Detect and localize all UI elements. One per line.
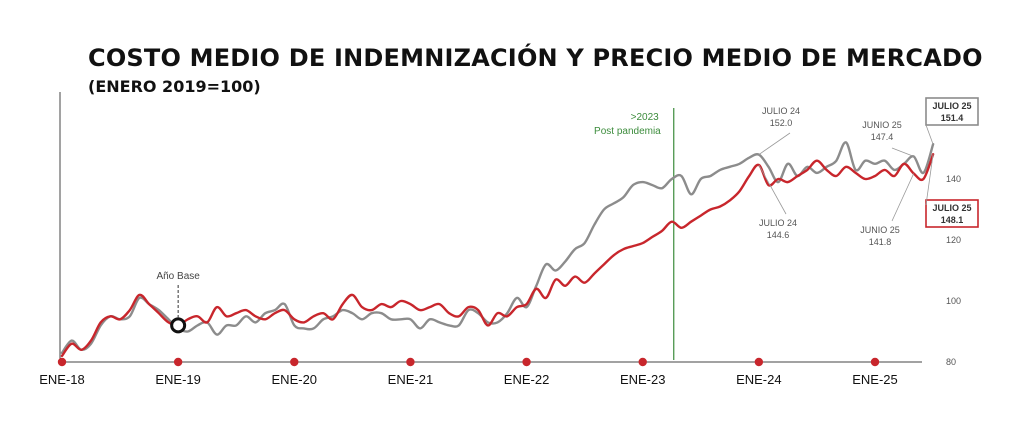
x-tick-dot — [870, 357, 880, 367]
end-label-leader — [925, 154, 934, 206]
end-label-box — [925, 199, 979, 228]
chart-series — [60, 141, 935, 358]
end-label-value: 151.4 — [941, 113, 964, 123]
base-point-label: Año Base — [156, 271, 200, 282]
x-tick-label: ENE-22 — [504, 372, 550, 387]
callout-leader — [891, 173, 915, 222]
callout-leader — [758, 164, 787, 215]
end-label-leader — [925, 124, 934, 145]
x-tick-label: ENE-19 — [155, 372, 201, 387]
end-label-box — [925, 97, 979, 126]
divider-label: Post pandemia — [594, 126, 661, 137]
x-tick-label: ENE-24 — [736, 372, 782, 387]
chart-annotations: Año Base JULIO 24 152.0 JUNIO 25 147.4 JULIO … — [156, 97, 979, 334]
callout-label: JULIO 24 — [759, 218, 797, 228]
callout-label: JUNIO 25 — [862, 120, 902, 130]
chart-subtitle: (ENERO 2019=100) — [88, 77, 261, 96]
x-tick-label: ENE-18 — [39, 372, 85, 387]
chart-axes: 80 100 120 140 ENE-18 ENE-19 ENE-20 ENE-21 ENE-2… — [39, 92, 961, 387]
y-tick-label: 140 — [946, 174, 961, 184]
callout-leader — [758, 132, 791, 155]
callout-value: 144.6 — [767, 230, 790, 240]
x-tick-dot — [173, 357, 183, 367]
callout-label: JULIO 24 — [762, 106, 800, 116]
callout-value: 141.8 — [869, 237, 892, 247]
x-tick-label: ENE-21 — [388, 372, 434, 387]
end-label-title: JULIO 25 — [932, 203, 971, 213]
series-line-indemnity — [60, 153, 935, 358]
divider-label: >2023 — [631, 112, 660, 123]
y-tick-label: 100 — [946, 296, 961, 306]
x-tick-dot — [57, 357, 67, 367]
x-tick-label: ENE-25 — [852, 372, 898, 387]
base-point-marker — [170, 317, 187, 334]
y-tick-label: 120 — [946, 235, 961, 245]
x-tick-dot — [638, 357, 647, 367]
callout-value: 152.0 — [770, 118, 793, 128]
x-tick-label: ENE-20 — [272, 372, 318, 387]
x-tick-label: ENE-23 — [620, 372, 666, 387]
end-label-value: 148.1 — [941, 215, 964, 225]
chart-title: COSTO MEDIO DE INDEMNIZACIÓN Y PRECIO ME… — [88, 44, 983, 72]
end-label-title: JULIO 25 — [932, 101, 971, 111]
x-tick-dot — [754, 357, 764, 367]
x-tick-dot — [290, 357, 299, 367]
x-tick-dot — [522, 357, 531, 367]
callout-value: 147.4 — [871, 132, 894, 142]
callout-label: JUNIO 25 — [860, 225, 900, 235]
callout-leader — [891, 147, 914, 157]
post-pandemic-divider: >2023 Post pandemia — [594, 108, 675, 360]
x-tick-dot — [406, 357, 415, 367]
y-tick-label: 80 — [946, 357, 956, 367]
